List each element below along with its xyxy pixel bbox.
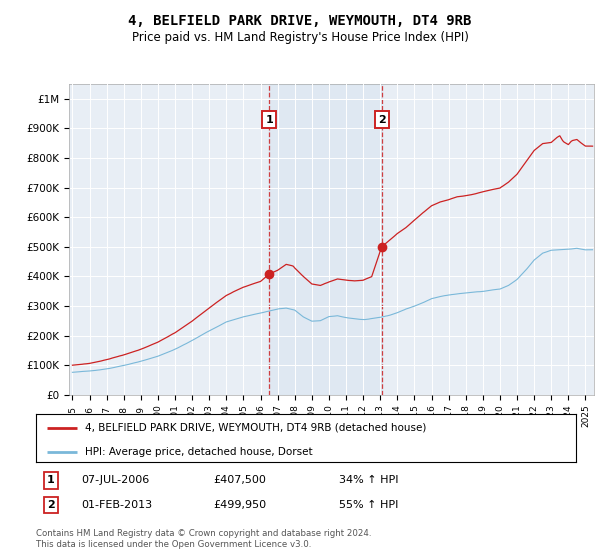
Text: Price paid vs. HM Land Registry's House Price Index (HPI): Price paid vs. HM Land Registry's House …: [131, 31, 469, 44]
Text: 4, BELFIELD PARK DRIVE, WEYMOUTH, DT4 9RB: 4, BELFIELD PARK DRIVE, WEYMOUTH, DT4 9R…: [128, 14, 472, 28]
Text: 1: 1: [266, 115, 273, 124]
Bar: [269, 84, 382, 395]
Text: Contains HM Land Registry data © Crown copyright and database right 2024.
This d: Contains HM Land Registry data © Crown c…: [36, 529, 371, 549]
Text: HPI: Average price, detached house, Dorset: HPI: Average price, detached house, Dors…: [85, 446, 312, 456]
Text: 2: 2: [47, 500, 55, 510]
Text: 01-FEB-2013: 01-FEB-2013: [81, 500, 152, 510]
Text: £499,950: £499,950: [213, 500, 266, 510]
Text: 1: 1: [47, 475, 55, 486]
Text: 34% ↑ HPI: 34% ↑ HPI: [339, 475, 398, 486]
Text: 2: 2: [378, 115, 385, 124]
Text: 07-JUL-2006: 07-JUL-2006: [81, 475, 149, 486]
Text: 55% ↑ HPI: 55% ↑ HPI: [339, 500, 398, 510]
Text: £407,500: £407,500: [213, 475, 266, 486]
Text: 4, BELFIELD PARK DRIVE, WEYMOUTH, DT4 9RB (detached house): 4, BELFIELD PARK DRIVE, WEYMOUTH, DT4 9R…: [85, 423, 426, 433]
